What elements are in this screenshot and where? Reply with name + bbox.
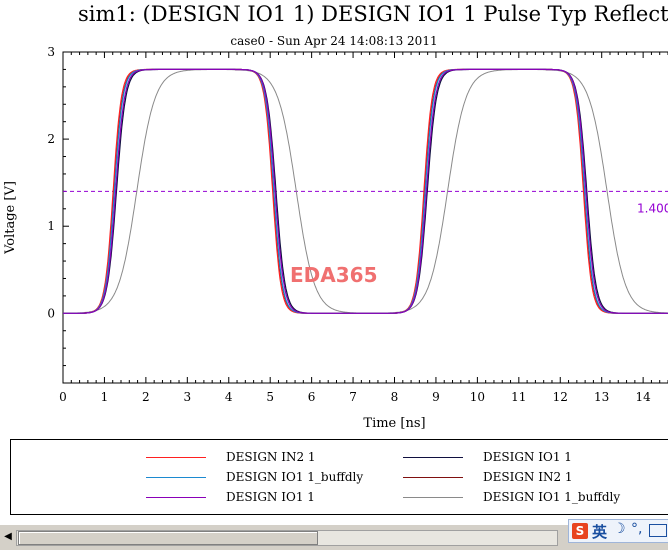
legend-label: DESIGN IO1 1 <box>226 490 315 504</box>
y-axis-label: Voltage [V] <box>3 181 18 255</box>
horizontal-scrollbar[interactable]: ◀ <box>0 524 668 550</box>
x-tick-label: 14 <box>635 390 651 404</box>
legend-swatch <box>146 497 206 498</box>
legend-swatch <box>146 457 206 458</box>
scroll-thumb[interactable] <box>18 531 318 545</box>
ime-toolbar[interactable]: S 英 ☽ °, <box>568 519 668 543</box>
legend-swatch <box>403 497 463 498</box>
x-tick-label: 0 <box>59 390 67 404</box>
legend-swatch <box>403 457 463 458</box>
x-tick-label: 2 <box>142 390 150 404</box>
y-tick-label: 1 <box>47 219 55 233</box>
x-tick-label: 4 <box>225 390 233 404</box>
chart-subtitle: case0 - Sun Apr 24 14:08:13 2011 <box>230 34 438 48</box>
ime-language-toggle[interactable]: 英 <box>592 523 608 541</box>
x-axis-label: Time [ns] <box>363 416 425 431</box>
legend: DESIGN IN2 1 DESIGN IO1 1 DESIGN IO1 1_b… <box>10 439 668 515</box>
legend-swatch <box>146 477 206 478</box>
legend-label: DESIGN IN2 1 <box>483 470 573 484</box>
reference-label: 1.400 <box>637 201 668 215</box>
chart-title: sim1: (DESIGN IO1 1) DESIGN IO1 1 Pulse … <box>78 2 668 26</box>
legend-label: DESIGN IO1 1 <box>483 450 572 464</box>
x-tick-label: 1 <box>101 390 109 404</box>
legend-swatch <box>403 477 463 478</box>
x-tick-label: 8 <box>391 390 399 404</box>
watermark-text: EDA365 <box>290 263 378 287</box>
series-line <box>63 68 668 314</box>
x-tick-label: 10 <box>470 390 485 404</box>
x-tick-label: 13 <box>594 390 609 404</box>
x-tick-label: 7 <box>349 390 357 404</box>
y-tick-label: 2 <box>47 132 55 146</box>
moon-icon[interactable]: ☽ <box>613 521 626 537</box>
x-tick-label: 3 <box>183 390 191 404</box>
ime-logo-icon[interactable]: S <box>572 523 588 539</box>
x-tick-label: 11 <box>511 390 526 404</box>
y-tick-label: 0 <box>47 306 55 320</box>
keyboard-icon[interactable] <box>649 524 667 537</box>
legend-label: DESIGN IO1 1_buffdly <box>226 470 364 484</box>
plot-frame <box>62 51 668 384</box>
x-tick-label: 6 <box>308 390 316 404</box>
x-tick-label: 9 <box>432 390 440 404</box>
x-tick-label: 5 <box>266 390 274 404</box>
legend-label: DESIGN IN2 1 <box>226 450 316 464</box>
legend-label: DESIGN IO1 1_buffdly <box>483 490 621 504</box>
left-arrow-icon[interactable]: ◀ <box>4 531 12 542</box>
punctuation-icon[interactable]: °, <box>631 521 643 537</box>
x-tick-label: 12 <box>553 390 568 404</box>
y-tick-label: 3 <box>47 45 55 59</box>
